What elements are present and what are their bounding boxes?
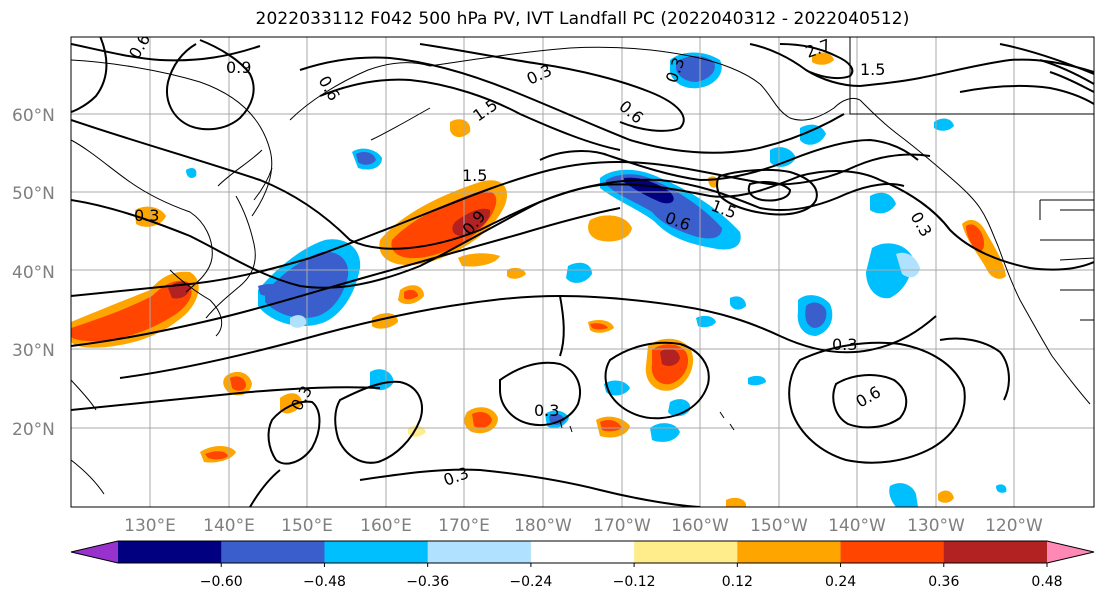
colorbar-tick-label: −0.12 bbox=[613, 574, 656, 590]
colorbar-tick-label: −0.48 bbox=[303, 574, 346, 590]
lon-label: 130°E bbox=[124, 516, 176, 536]
longitude-labels: 130°E 140°E 150°E 160°E 170°E 180°W 170°… bbox=[124, 516, 1043, 536]
lon-label: 140°W bbox=[828, 516, 886, 536]
contour-label: 0.9 bbox=[226, 58, 251, 77]
lon-label: 150°W bbox=[750, 516, 808, 536]
colorbar-segment bbox=[943, 541, 1048, 563]
lon-label: 170°E bbox=[438, 516, 490, 536]
colorbar-tick-label: 0.48 bbox=[1031, 574, 1062, 590]
contour-label: 1.5 bbox=[860, 60, 885, 79]
lon-label: 160°W bbox=[671, 516, 729, 536]
colorbar-extend-high bbox=[1047, 541, 1094, 563]
colorbar-tick-label: −0.24 bbox=[509, 574, 552, 590]
lon-label: 130°W bbox=[907, 516, 965, 536]
colorbar-segment bbox=[530, 541, 635, 563]
colorbar-tick-label: −0.60 bbox=[200, 574, 243, 590]
colorbar-outline bbox=[70, 540, 1095, 564]
lat-label: 50°N bbox=[12, 184, 55, 204]
latitude-labels: 60°N 50°N 40°N 30°N 20°N bbox=[12, 106, 55, 440]
contour-label: 0.3 bbox=[832, 335, 857, 354]
lat-label: 30°N bbox=[12, 341, 55, 361]
lon-label: 150°E bbox=[281, 516, 333, 536]
colorbar-tick-label: 0.36 bbox=[928, 574, 959, 590]
negative-pv-anomaly-shading bbox=[186, 52, 1007, 507]
colorbar bbox=[70, 540, 1095, 564]
colorbar-ticks: −0.60 −0.48 −0.36 −0.24 −0.12 0.12 0.24 0.36 0.4… bbox=[200, 563, 1063, 590]
map-title: 2022033112 F042 500 hPa PV, IVT Landfall… bbox=[255, 9, 910, 29]
colorbar-tick-label: −0.36 bbox=[406, 574, 449, 590]
colorbar-segment bbox=[118, 541, 222, 563]
lon-label: 180°W bbox=[514, 516, 572, 536]
contour-label: 0.3 bbox=[534, 401, 559, 420]
colorbar-segment bbox=[840, 541, 945, 563]
lat-label: 60°N bbox=[12, 106, 55, 126]
colorbar-segment bbox=[737, 541, 842, 563]
lat-label: 20°N bbox=[12, 420, 55, 440]
contour-label: 1.5 bbox=[462, 166, 487, 185]
map-border bbox=[70, 36, 1095, 508]
colorbar-segment bbox=[221, 541, 325, 563]
lon-label: 170°W bbox=[593, 516, 651, 536]
lon-label: 160°E bbox=[360, 516, 412, 536]
coastlines bbox=[71, 37, 1094, 495]
colorbar-tick-label: 0.12 bbox=[722, 574, 753, 590]
pv-contours bbox=[71, 37, 1094, 507]
lon-label: 120°W bbox=[985, 516, 1043, 536]
lon-label: 140°E bbox=[203, 516, 255, 536]
colorbar-tick-label: 0.24 bbox=[825, 574, 856, 590]
colorbar-extend-low bbox=[71, 541, 118, 563]
colorbar-segment bbox=[427, 541, 532, 563]
graticule bbox=[71, 37, 1094, 507]
colorbar-segment bbox=[634, 541, 738, 563]
contour-label: 0.3 bbox=[134, 206, 159, 225]
lat-label: 40°N bbox=[12, 263, 55, 283]
colorbar-segment bbox=[324, 541, 429, 563]
